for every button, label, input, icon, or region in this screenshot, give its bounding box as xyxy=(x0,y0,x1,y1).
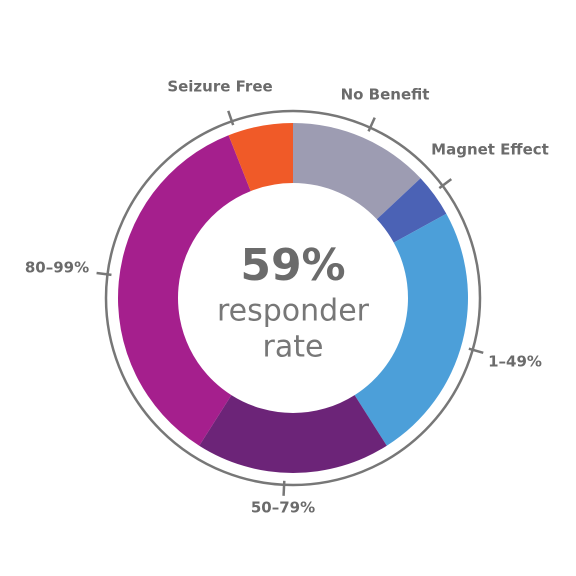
segment-label: 80–99% xyxy=(25,259,89,277)
segment-label: 50–79% xyxy=(251,499,315,517)
label-tick xyxy=(96,271,112,277)
center-text: responder xyxy=(217,294,370,329)
slice xyxy=(354,213,468,446)
label-tick xyxy=(282,480,286,496)
center-text: rate xyxy=(263,330,324,365)
slice xyxy=(293,123,421,220)
segment-label: 1–49% xyxy=(488,353,542,371)
label-tick xyxy=(438,178,453,190)
slice xyxy=(199,395,387,473)
center-value: 59% xyxy=(240,240,345,291)
label-tick xyxy=(468,347,484,355)
segment-label: Seizure Free xyxy=(167,78,272,96)
outer-ring xyxy=(104,109,482,487)
segment-label: Magnet Effect xyxy=(431,141,549,159)
slice xyxy=(228,123,293,192)
slices xyxy=(118,123,468,473)
slice xyxy=(118,135,251,446)
label-tick xyxy=(367,117,376,132)
label-tick xyxy=(227,110,235,126)
slice xyxy=(376,178,447,243)
segment-label: No Benefit xyxy=(341,86,430,104)
